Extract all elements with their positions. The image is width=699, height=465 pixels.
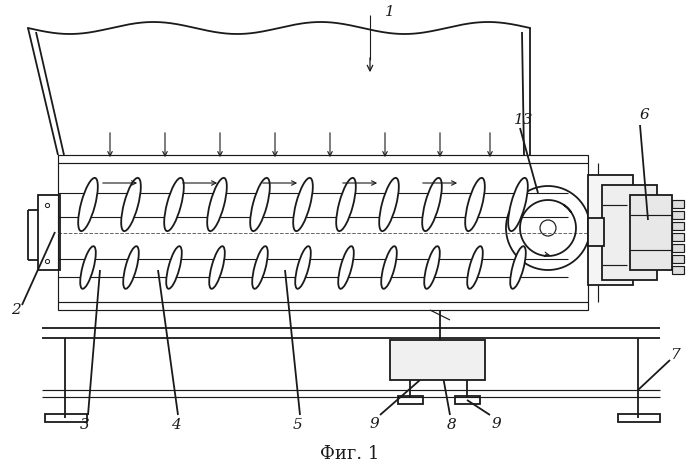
- Text: 3: 3: [80, 418, 90, 432]
- Ellipse shape: [123, 246, 139, 289]
- Ellipse shape: [121, 178, 140, 231]
- Ellipse shape: [80, 246, 96, 289]
- Bar: [588, 218, 604, 246]
- Text: 5: 5: [293, 418, 303, 432]
- Bar: [618, 414, 660, 422]
- Text: 4: 4: [171, 418, 181, 432]
- Bar: [672, 233, 684, 241]
- Bar: [398, 396, 423, 404]
- Text: Фиг. 1: Фиг. 1: [320, 445, 380, 463]
- Ellipse shape: [508, 178, 528, 231]
- Ellipse shape: [336, 178, 356, 231]
- Bar: [672, 244, 684, 252]
- Text: 1: 1: [385, 5, 395, 19]
- Ellipse shape: [422, 178, 442, 231]
- Ellipse shape: [424, 246, 440, 289]
- Ellipse shape: [166, 246, 182, 289]
- Text: 7: 7: [670, 348, 680, 362]
- Bar: [450, 348, 468, 372]
- Bar: [405, 348, 423, 372]
- Bar: [672, 222, 684, 230]
- Bar: [630, 195, 672, 270]
- Text: 8: 8: [447, 418, 457, 432]
- Ellipse shape: [293, 178, 313, 231]
- Bar: [455, 396, 480, 404]
- Ellipse shape: [465, 178, 485, 231]
- Ellipse shape: [379, 178, 399, 231]
- Bar: [672, 266, 684, 274]
- Text: 9: 9: [491, 417, 501, 431]
- Text: 2: 2: [11, 303, 21, 317]
- Bar: [38, 195, 60, 270]
- Ellipse shape: [207, 178, 226, 231]
- Ellipse shape: [252, 246, 268, 289]
- Text: 13: 13: [514, 113, 534, 127]
- Bar: [672, 200, 684, 208]
- Text: 9: 9: [369, 417, 379, 431]
- Text: 6: 6: [639, 108, 649, 122]
- Bar: [672, 255, 684, 263]
- Ellipse shape: [467, 246, 483, 289]
- Bar: [672, 211, 684, 219]
- Bar: [602, 185, 657, 280]
- Ellipse shape: [295, 246, 311, 289]
- Bar: [390, 340, 485, 380]
- Ellipse shape: [338, 246, 354, 289]
- Ellipse shape: [164, 178, 184, 231]
- Ellipse shape: [250, 178, 270, 231]
- Ellipse shape: [510, 246, 526, 289]
- Bar: [588, 175, 633, 285]
- Ellipse shape: [381, 246, 397, 289]
- Bar: [58, 155, 588, 310]
- Ellipse shape: [209, 246, 225, 289]
- Ellipse shape: [78, 178, 98, 231]
- Bar: [45, 414, 87, 422]
